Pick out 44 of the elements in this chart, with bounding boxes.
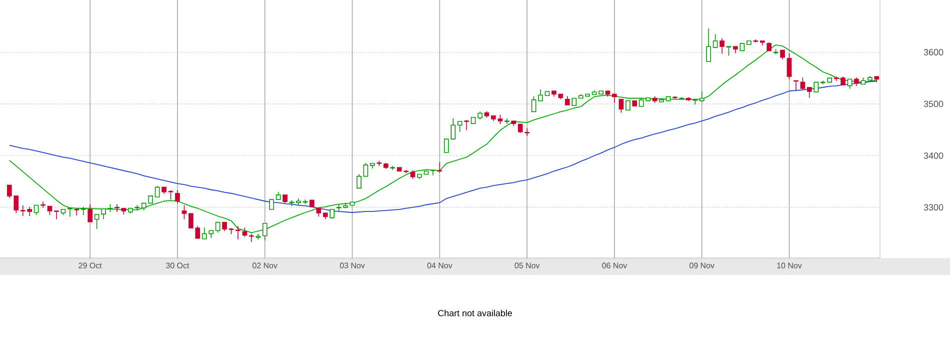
y-tick-label: 3400 — [924, 152, 944, 159]
y-tick-label: 3600 — [924, 49, 944, 56]
candlestick — [88, 204, 92, 222]
candlestick — [363, 162, 368, 177]
candlestick — [800, 77, 806, 90]
candlestick — [330, 209, 335, 220]
candlestick — [726, 46, 732, 56]
candlestick — [625, 100, 630, 111]
candlestick — [94, 214, 100, 230]
candlestick — [101, 208, 106, 220]
candlestick — [538, 89, 543, 102]
candlestick — [807, 86, 812, 98]
candlestick — [531, 96, 536, 112]
candlestick — [814, 82, 819, 92]
candlestick — [720, 38, 724, 54]
y-tick-label: 3500 — [924, 100, 944, 108]
candlestick — [699, 91, 704, 102]
candlestick — [464, 120, 469, 131]
candlestick — [182, 204, 187, 220]
candlestick — [68, 207, 72, 218]
y-tick-label: 3300 — [924, 204, 944, 211]
candlestick — [269, 199, 274, 210]
candlestick — [54, 210, 59, 220]
candlestick — [356, 174, 362, 189]
candlestick — [524, 128, 530, 136]
candlestick — [154, 186, 160, 198]
candlestick — [498, 114, 503, 124]
candlestick — [706, 28, 711, 62]
candlestick — [712, 34, 718, 48]
candlestick — [215, 222, 220, 234]
candlestick — [437, 162, 442, 174]
candlestick — [618, 98, 624, 114]
candlestick — [786, 52, 792, 80]
candlestick — [236, 226, 240, 240]
candlestick — [262, 222, 268, 241]
text: Chart not available — [438, 310, 512, 316]
candlestick — [457, 121, 462, 132]
candlestick — [847, 78, 852, 90]
candlestick — [175, 190, 180, 204]
candlestick — [242, 227, 248, 238]
candlestick — [80, 206, 86, 216]
candlestick — [780, 50, 785, 60]
candlestick — [74, 208, 80, 216]
candlestick — [34, 204, 39, 216]
